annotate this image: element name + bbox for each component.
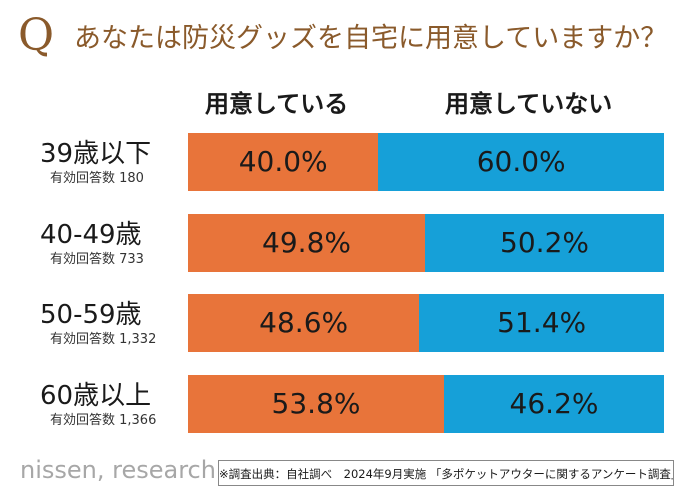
legend-prepared: 用意している — [205, 90, 349, 118]
value-label-not-prepared: 51.4% — [497, 306, 587, 339]
category-label: 60歳以上 — [40, 381, 152, 411]
value-label-prepared: 53.8% — [271, 387, 361, 420]
value-label-not-prepared: 60.0% — [476, 145, 566, 178]
bar-not-prepared — [425, 214, 664, 272]
question-text: あなたは防災グッズを自宅に用意していますか？ — [74, 23, 668, 54]
question-title: Q あなたは防災グッズを自宅に用意していますか？ — [18, 8, 698, 64]
bar-prepared — [188, 133, 379, 191]
bar-prepared — [188, 375, 445, 433]
category-response-count: 有効回答数 1,366 — [50, 413, 157, 428]
q-mark: Q — [18, 10, 55, 61]
category-label: 39歳以下 — [40, 139, 152, 169]
bar-not-prepared — [378, 133, 664, 191]
legend-not-prepared: 用意していない — [445, 90, 613, 118]
nissen-research-logo: nissen, research — [20, 456, 216, 484]
source-note: ※調査出典：自社調べ 2024年9月実施 「多ポケットアウターに関するアンケート… — [218, 460, 674, 486]
category-label: 50-59歳 — [40, 300, 142, 330]
bar-not-prepared — [419, 294, 664, 352]
category-response-count: 有効回答数 180 — [50, 171, 144, 186]
value-label-not-prepared: 46.2% — [509, 387, 599, 420]
value-label-prepared: 48.6% — [259, 306, 349, 339]
value-label-prepared: 49.8% — [262, 226, 351, 259]
value-label-prepared: 40.0% — [238, 145, 328, 178]
category-response-count: 有効回答数 733 — [50, 252, 144, 267]
value-label-not-prepared: 50.2% — [500, 226, 589, 259]
bar-prepared — [188, 294, 420, 352]
category-response-count: 有効回答数 1,332 — [50, 332, 157, 347]
bar-prepared — [188, 214, 426, 272]
bar-not-prepared — [444, 375, 664, 433]
category-label: 40-49歳 — [40, 220, 142, 250]
